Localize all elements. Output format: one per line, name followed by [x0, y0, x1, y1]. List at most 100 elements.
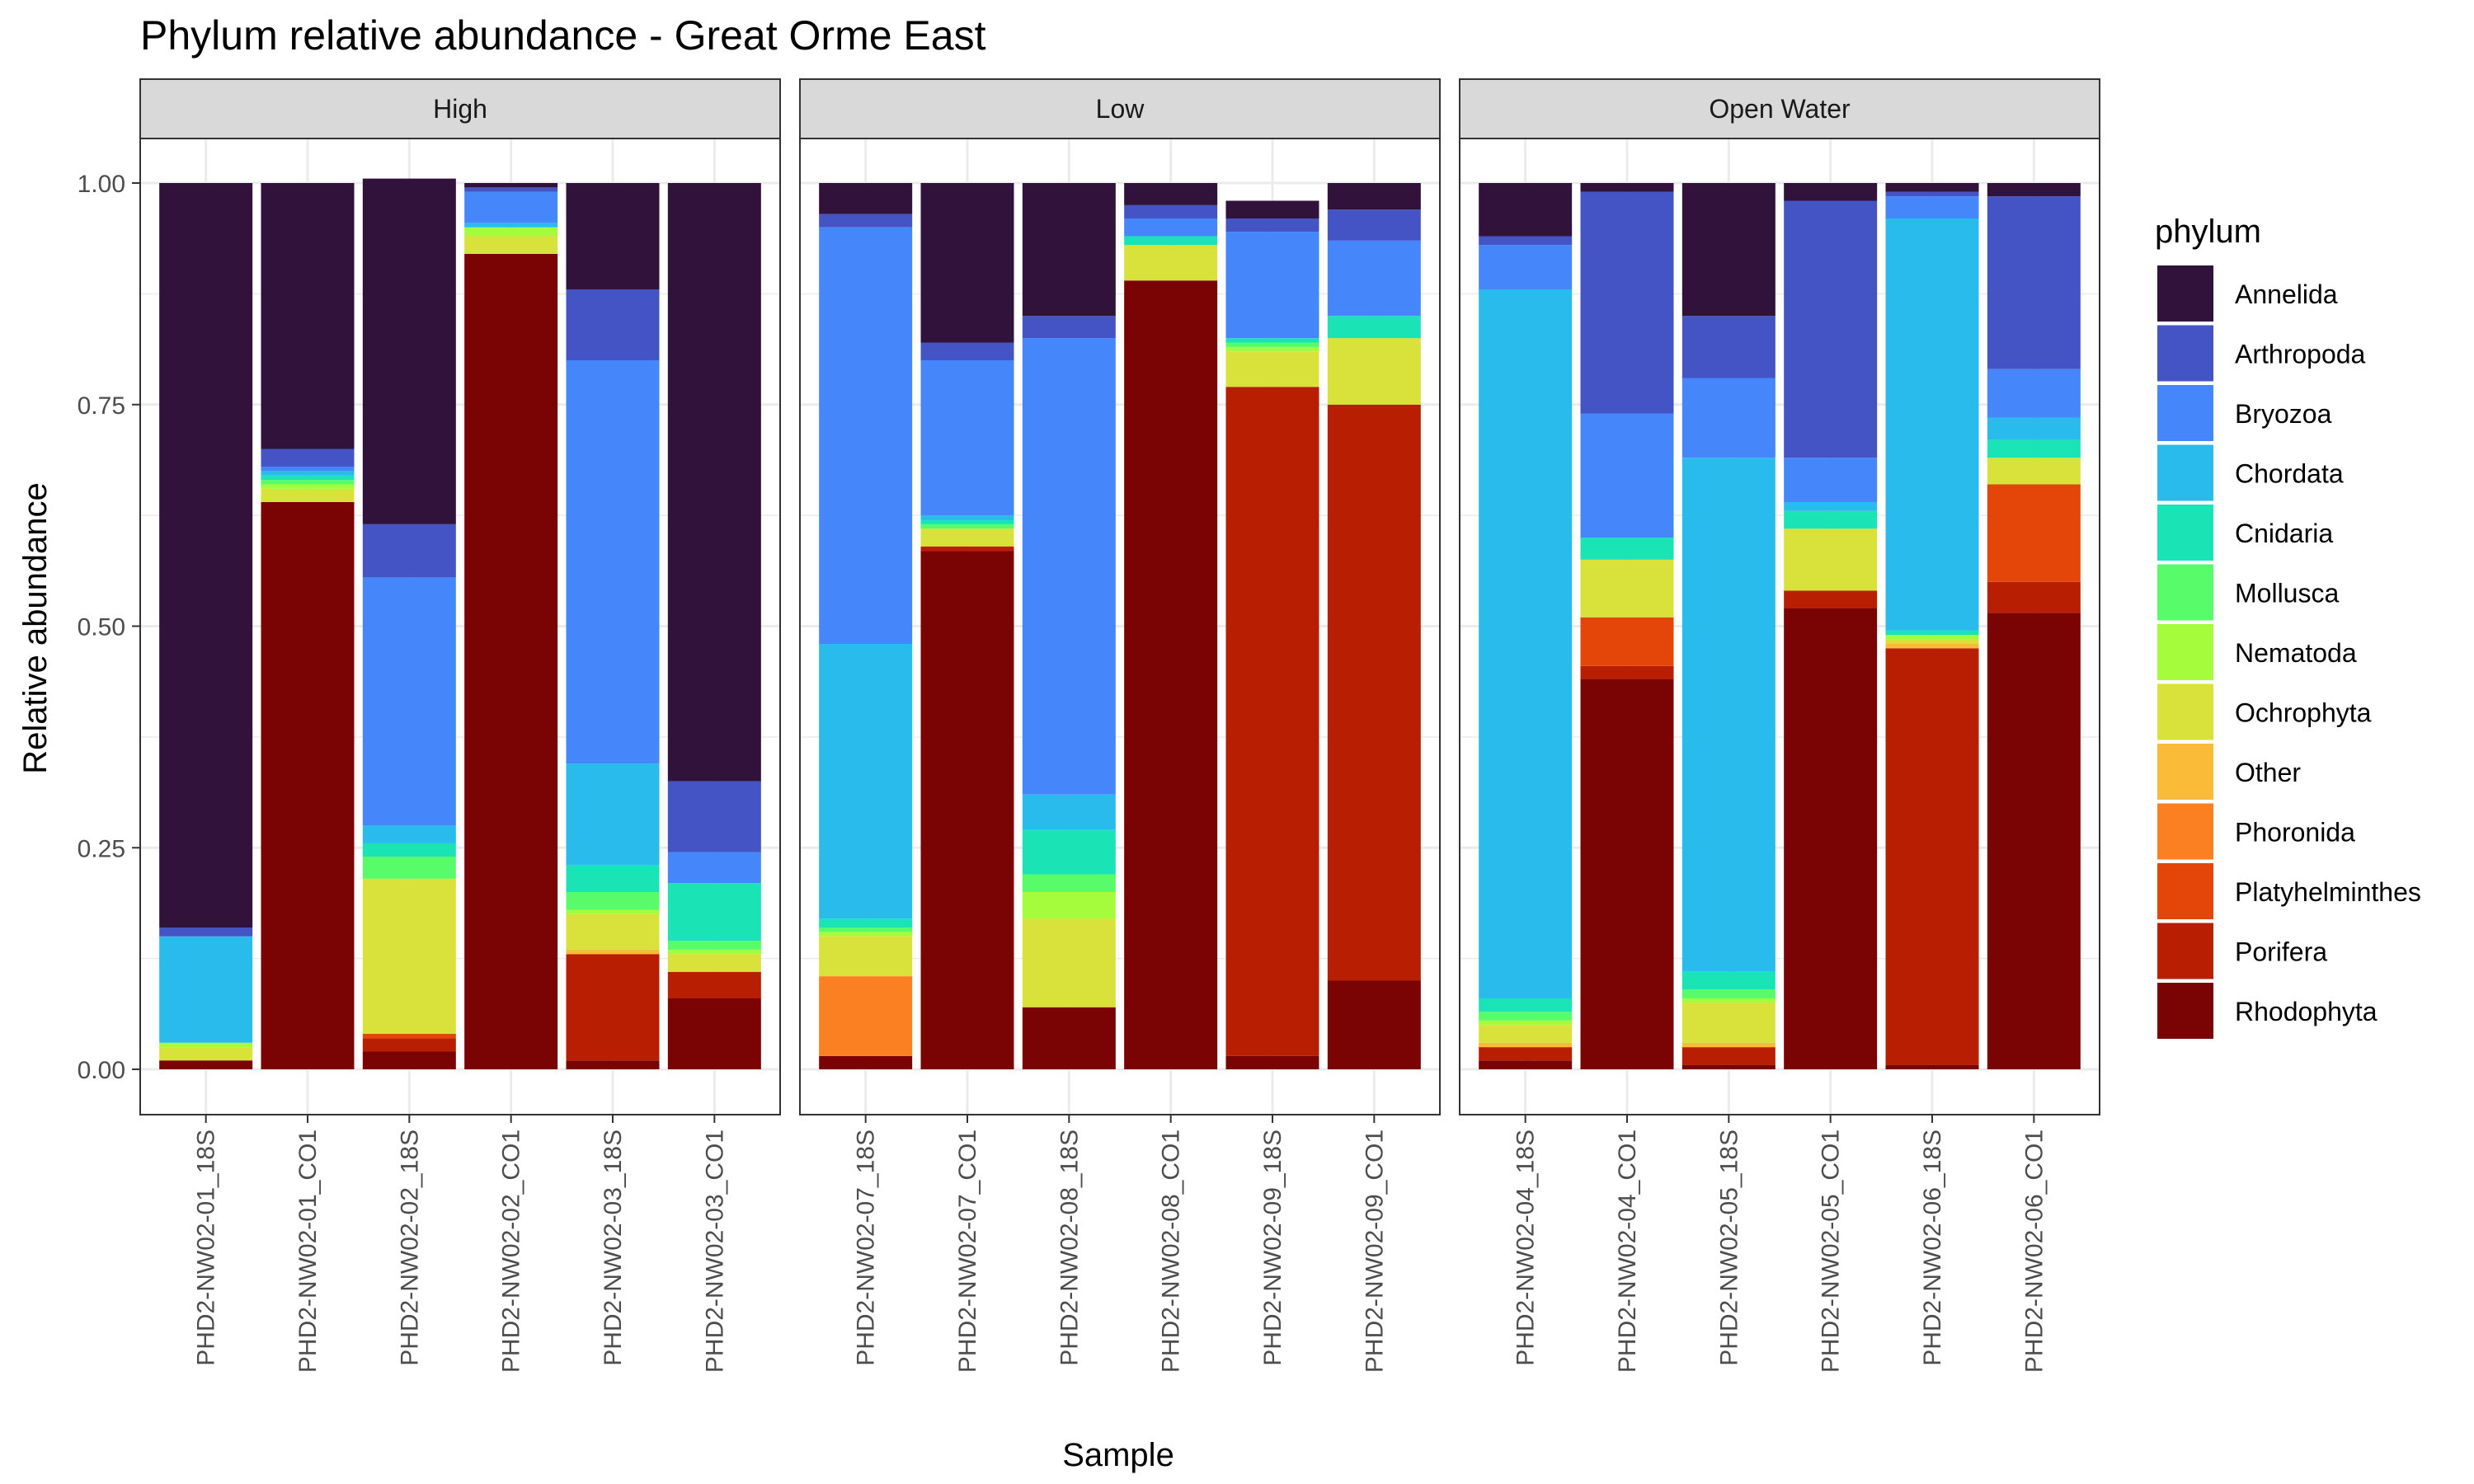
- bar-segment-annelida: [667, 183, 761, 782]
- bar-segment-arthropoda: [667, 781, 761, 852]
- bar-segment-cnidaria: [1022, 829, 1116, 875]
- legend-swatch: [2157, 863, 2213, 919]
- x-tick-label: PHD2-NW02-03_CO1: [701, 1129, 728, 1373]
- x-axis-title: Sample: [1062, 1437, 1174, 1473]
- bar-segment-arthropoda: [566, 289, 660, 360]
- bar-segment-cnidaria: [1124, 236, 1218, 246]
- bar-phd2-nw02-01-co1: [261, 183, 355, 1069]
- bar-segment-chordata: [819, 644, 913, 919]
- bar-segment-porifera: [1885, 648, 1979, 1065]
- x-tick-label: PHD2-NW02-01_18S: [193, 1129, 220, 1366]
- legend-label: Mollusca: [2235, 579, 2339, 608]
- bar-segment-ochrophyta: [261, 488, 355, 502]
- bar-segment-bryozoa: [1885, 196, 1979, 218]
- y-tick-label: 0.50: [78, 614, 125, 641]
- bar-segment-rhodophyta: [362, 1051, 456, 1069]
- bar-segment-annelida: [1885, 183, 1979, 192]
- bar-segment-platyhelminthes: [1987, 484, 2081, 582]
- bar-segment-cnidaria: [1580, 538, 1674, 560]
- bar-segment-annelida: [920, 183, 1014, 343]
- bar-segment-nematoda: [1885, 635, 1979, 640]
- bar-segment-nematoda: [819, 932, 913, 937]
- bar-segment-mollusca: [261, 480, 355, 485]
- facet-open-water: PHD2-NW02-04_18S PHD2-NW02-04_CO1 PHD2-NW0…: [1459, 78, 2100, 1373]
- bar-segment-nematoda: [261, 484, 355, 489]
- bar-segment-phoronida: [819, 976, 913, 1056]
- legend-swatch: [2157, 923, 2213, 979]
- bar-segment-ochrophyta: [920, 528, 1014, 547]
- legend-swatch: [2157, 444, 2213, 501]
- x-tick-label: PHD2-NW02-05_18S: [1715, 1129, 1743, 1366]
- x-tick-label: PHD2-NW02-02_18S: [396, 1129, 423, 1366]
- bar-phd2-nw02-08-18s: [1022, 183, 1116, 1069]
- x-tick-label: PHD2-NW02-05_CO1: [1818, 1129, 1845, 1373]
- bar-segment-platyhelminthes: [1580, 617, 1674, 666]
- bar-segment-rhodophyta: [1784, 608, 1878, 1069]
- legend-item-cnidaria: Cnidaria: [2157, 505, 2333, 561]
- bar-segment-ochrophyta: [667, 954, 761, 972]
- y-axis-title: Relative abundance: [17, 482, 54, 774]
- legend-item-mollusca: Mollusca: [2157, 564, 2339, 621]
- bar-segment-bryozoa: [1987, 369, 2081, 418]
- bar-phd2-nw02-03-co1: [667, 183, 761, 1069]
- bar-segment-chordata: [159, 936, 253, 1043]
- bar-segment-bryozoa: [1124, 218, 1218, 237]
- bar-segment-ochrophyta: [1022, 918, 1116, 1007]
- bar-segment-chordata: [464, 223, 558, 228]
- bar-segment-other: [566, 949, 660, 955]
- bar-segment-chordata: [1987, 417, 2081, 440]
- legend-item-platyhelminthes: Platyhelminthes: [2157, 863, 2421, 919]
- legend-swatch: [2157, 505, 2213, 561]
- bar-phd2-nw02-06-co1: [1987, 183, 2081, 1069]
- bar-segment-chordata: [1022, 794, 1116, 830]
- bar-segment-ochrophyta: [1124, 245, 1218, 281]
- bar-segment-other: [1479, 1042, 1573, 1048]
- bar-segment-porifera: [1681, 1047, 1776, 1065]
- bar-segment-mollusca: [1681, 989, 1776, 998]
- bar-phd2-nw02-01-18s: [159, 183, 253, 1069]
- bar-segment-porifera: [667, 971, 761, 998]
- x-tick-label: PHD2-NW02-07_CO1: [954, 1129, 981, 1373]
- bar-segment-annelida: [159, 183, 253, 928]
- legend-label: Bryozoa: [2235, 399, 2332, 429]
- bar-segment-annelida: [1124, 183, 1218, 205]
- x-tick-label: PHD2-NW02-04_18S: [1512, 1129, 1540, 1366]
- bar-segment-bryozoa: [920, 360, 1014, 516]
- bar-segment-arthropoda: [1225, 218, 1319, 232]
- x-tick-label: PHD2-NW02-01_CO1: [294, 1129, 322, 1373]
- bar-segment-chordata: [1681, 458, 1776, 972]
- bar-phd2-nw02-07-co1: [920, 183, 1014, 1069]
- bar-segment-arthropoda: [819, 214, 913, 228]
- bar-segment-arthropoda: [1681, 316, 1776, 378]
- x-tick-label: PHD2-NW02-06_18S: [1919, 1129, 1946, 1366]
- bar-phd2-nw02-08-co1: [1124, 183, 1218, 1069]
- bar-segment-annelida: [1022, 183, 1116, 317]
- bar-segment-bryozoa: [464, 191, 558, 223]
- legend-label: Arthropoda: [2235, 340, 2366, 369]
- bar-segment-porifera: [1327, 404, 1421, 981]
- facet-high: PHD2-NW02-01_18S PHD2-NW02-01_CO1 PHD2-NW0…: [139, 78, 781, 1373]
- bar-segment-arthropoda: [1784, 200, 1878, 458]
- legend-label: Rhodophyta: [2235, 997, 2378, 1026]
- bar-segment-porifera: [1987, 581, 2081, 613]
- bar-phd2-nw02-03-18s: [566, 183, 660, 1069]
- bar-phd2-nw02-05-18s: [1681, 183, 1776, 1069]
- bar-segment-arthropoda: [1479, 236, 1573, 246]
- legend-label: Platyhelminthes: [2235, 877, 2421, 907]
- bar-segment-nematoda: [159, 1042, 253, 1048]
- bar-segment-ochrophyta: [819, 936, 913, 977]
- bar-segment-rhodophyta: [1580, 679, 1674, 1069]
- bar-segment-mollusca: [362, 857, 456, 879]
- bar-segment-mollusca: [667, 941, 761, 950]
- bar-phd2-nw02-05-co1: [1784, 183, 1878, 1069]
- bar-segment-mollusca: [566, 892, 660, 910]
- bar-segment-cnidaria: [1225, 338, 1319, 343]
- facet-strip-label: Open Water: [1709, 94, 1851, 124]
- x-tick-label: PHD2-NW02-09_CO1: [1361, 1129, 1388, 1373]
- legend-item-porifera: Porifera: [2157, 923, 2327, 979]
- bar-segment-rhodophyta: [1225, 1055, 1319, 1069]
- bar-segment-nematoda: [1022, 892, 1116, 919]
- legend-item-bryozoa: Bryozoa: [2157, 385, 2332, 441]
- bar-segment-cnidaria: [1885, 630, 1979, 636]
